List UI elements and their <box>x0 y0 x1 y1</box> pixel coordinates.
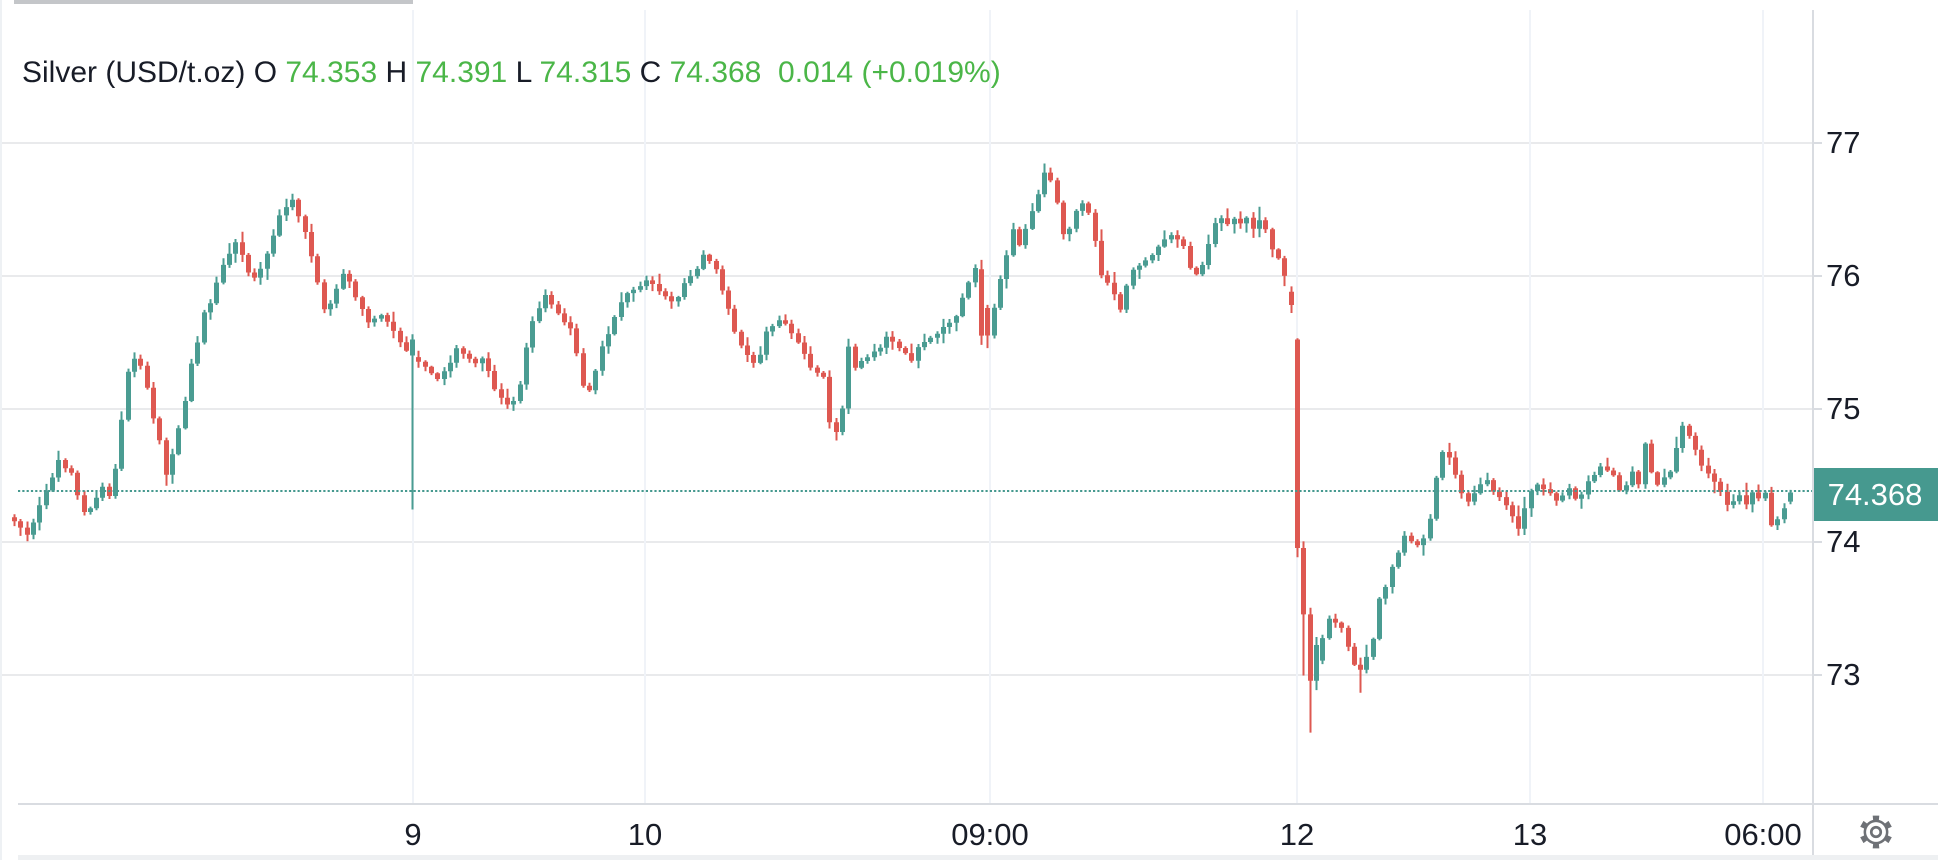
svg-text:13: 13 <box>1513 817 1547 852</box>
svg-text:Silver (USD/t.oz) O 74.353 H 7: Silver (USD/t.oz) O 74.353 H 74.391 L 74… <box>22 56 1001 89</box>
svg-text:76: 76 <box>1826 258 1860 293</box>
svg-text:12: 12 <box>1280 817 1314 852</box>
svg-text:9: 9 <box>404 817 421 852</box>
svg-text:06:00: 06:00 <box>1724 817 1802 852</box>
svg-text:75: 75 <box>1826 391 1860 426</box>
svg-text:74: 74 <box>1826 524 1860 559</box>
svg-text:10: 10 <box>628 817 662 852</box>
svg-text:74.368: 74.368 <box>1828 477 1923 512</box>
svg-text:77: 77 <box>1826 125 1860 160</box>
svg-text:73: 73 <box>1826 657 1860 692</box>
svg-text:09:00: 09:00 <box>951 817 1029 852</box>
